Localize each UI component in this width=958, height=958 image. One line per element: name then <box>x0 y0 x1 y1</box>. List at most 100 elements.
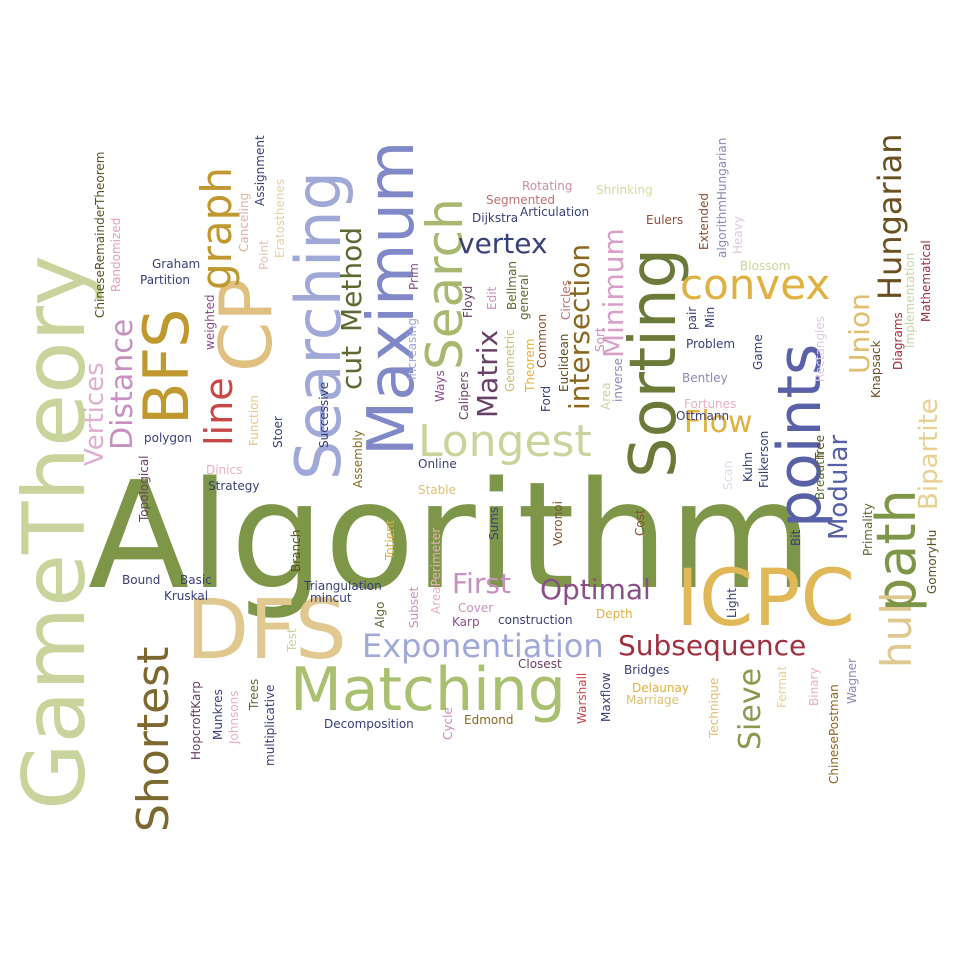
word: Longest <box>418 416 592 467</box>
word: Online <box>418 457 457 471</box>
word: Successive <box>317 381 331 448</box>
word: Implementation <box>903 252 917 348</box>
word: Light <box>725 588 739 618</box>
word: Binary <box>807 667 821 706</box>
word: Branch <box>289 529 303 572</box>
word: Sort <box>593 327 607 352</box>
word: Graham <box>152 257 201 271</box>
word: Method <box>335 226 368 332</box>
word: Eulers <box>646 213 684 227</box>
word: Geometric <box>503 329 517 392</box>
word: Rotating <box>522 179 573 193</box>
word: Ways <box>433 370 447 402</box>
word: pair <box>685 306 699 330</box>
word: Breadth <box>813 452 827 500</box>
word: Euclidean <box>557 333 571 392</box>
word: HopcroftKarp <box>189 681 203 760</box>
word: Delaunay <box>632 681 689 695</box>
word: Calipers <box>457 371 471 420</box>
word: Hungarian <box>871 133 909 300</box>
word: Bipartite <box>914 398 944 510</box>
word: Fermat <box>775 665 789 708</box>
word: First <box>452 567 511 600</box>
word: ChineseRemainderTheorem <box>93 151 107 318</box>
word: Stoer <box>271 416 285 448</box>
word: Dijkstra <box>472 211 519 225</box>
word: Ford <box>539 385 553 412</box>
word: mincut <box>310 591 352 605</box>
word: Dinics <box>206 463 243 477</box>
word: graph <box>192 167 241 290</box>
word: Prim <box>407 263 421 290</box>
word: Vertices <box>80 362 110 466</box>
word: Eratosthenes <box>273 178 287 258</box>
word: Extended <box>697 193 711 250</box>
word: Marriage <box>626 693 680 707</box>
word: Karp <box>452 615 480 629</box>
word: Edmond <box>464 713 514 727</box>
word: Bentley <box>682 371 728 385</box>
word: Search <box>416 198 474 370</box>
word: Kuhn <box>741 451 755 482</box>
word: DFS <box>186 583 347 678</box>
word: algorithmHungarian <box>715 137 729 258</box>
word: Sorting <box>617 247 691 478</box>
word: Cover <box>458 601 494 615</box>
word: Floyd <box>461 285 475 318</box>
word: Knapsack <box>869 340 883 398</box>
word: Game <box>751 334 765 370</box>
word: Topological <box>137 455 151 522</box>
word: Partition <box>140 273 191 287</box>
word: convex <box>680 260 831 309</box>
word: Point <box>257 240 271 270</box>
word: Bridges <box>624 663 670 677</box>
word: Circles <box>559 280 573 320</box>
word: Canceling <box>237 192 251 252</box>
word: Increasing <box>405 318 419 380</box>
word: Problem <box>686 337 736 351</box>
word: Fulkerson <box>757 430 771 488</box>
word: Heavy <box>731 216 745 254</box>
word: Test <box>285 628 299 652</box>
word: Algo <box>373 601 387 628</box>
word: general <box>517 274 531 320</box>
word: ChinesePostman <box>827 684 841 784</box>
word: Randomized <box>109 217 123 292</box>
word: Warshall <box>575 672 589 724</box>
word: Subset <box>407 586 421 628</box>
word: Min <box>703 306 717 328</box>
word: construction <box>498 613 573 627</box>
word: Totient <box>383 519 397 560</box>
word: Voronoi <box>551 501 565 546</box>
word: cut <box>335 345 368 390</box>
word: Munkres <box>211 689 225 740</box>
word: Segmented <box>486 193 555 207</box>
word: Fortunes <box>684 397 737 411</box>
word: Depth <box>596 607 633 621</box>
word: Primality <box>861 503 875 556</box>
word: BFS <box>130 308 203 425</box>
word: Optimal <box>540 573 651 606</box>
word: Closest <box>518 657 562 671</box>
word: Exponentiation <box>362 627 604 665</box>
word: Rectangles <box>813 315 827 382</box>
word: Subsequence <box>618 629 807 662</box>
word: polygon <box>144 431 192 445</box>
word: Kruskal <box>164 589 209 603</box>
word: CP <box>204 278 288 372</box>
word: Technique <box>707 677 721 738</box>
word: AreaPerimeter <box>429 527 443 614</box>
word: Sums <box>487 506 501 540</box>
word: Bit <box>789 529 803 546</box>
word: Maximum <box>355 140 429 456</box>
word: Shortest <box>128 646 179 832</box>
word: Flow <box>684 405 753 440</box>
word: Basic <box>180 573 212 587</box>
word: Diagrams <box>891 312 905 370</box>
word: hull <box>872 591 921 668</box>
word: Johnsons <box>227 690 241 744</box>
word: Ottmann <box>676 409 730 423</box>
word: Shrinking <box>596 183 653 197</box>
word: weighted <box>203 294 217 350</box>
